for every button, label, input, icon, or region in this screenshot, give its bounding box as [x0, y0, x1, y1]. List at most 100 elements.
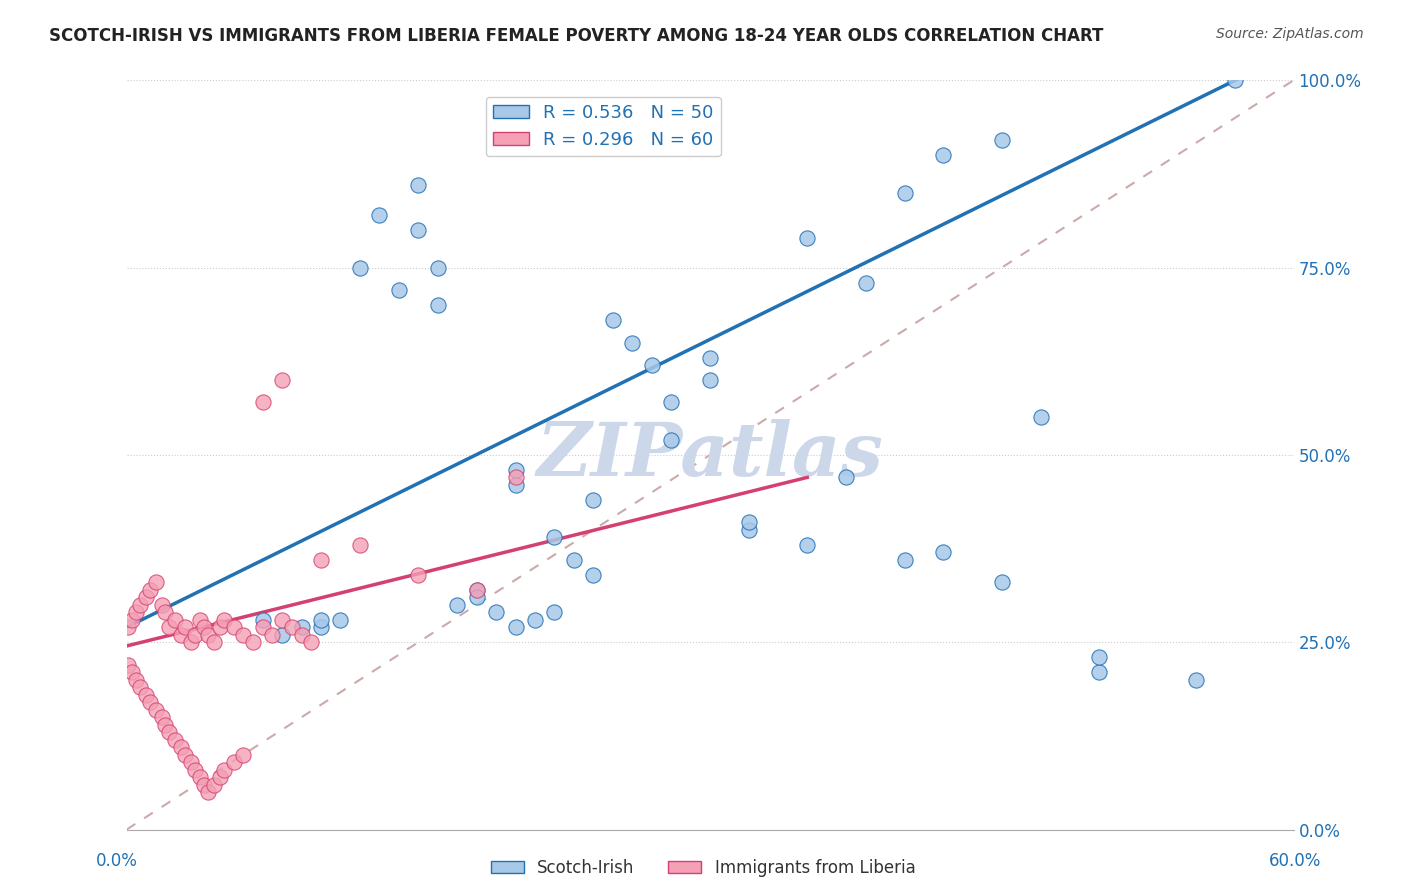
Point: [180, 635, 202, 649]
Point: [193, 778, 215, 792]
Legend: Scotch-Irish, Immigrants from Liberia: Scotch-Irish, Immigrants from Liberia: [484, 853, 922, 884]
Point: [135, 688, 157, 702]
Point: [855, 276, 877, 290]
Point: [1088, 650, 1111, 665]
Point: [212, 613, 235, 627]
Point: [125, 673, 148, 687]
Point: [1088, 665, 1111, 680]
Point: [796, 538, 818, 552]
Point: [485, 605, 508, 619]
Point: [1029, 410, 1052, 425]
Point: [602, 313, 624, 327]
Point: [208, 620, 231, 634]
Point: [349, 260, 371, 275]
Point: [290, 628, 312, 642]
Point: [299, 635, 322, 649]
Point: [465, 591, 488, 605]
Point: [197, 628, 219, 642]
Point: [252, 620, 274, 634]
Point: [232, 628, 254, 642]
Point: [190, 613, 212, 627]
Point: [242, 635, 264, 649]
Point: [174, 747, 197, 762]
Point: [408, 178, 430, 193]
Point: [990, 133, 1012, 147]
Point: [157, 620, 180, 634]
Point: [165, 732, 187, 747]
Point: [738, 523, 761, 537]
Point: [309, 620, 332, 634]
Point: [212, 763, 235, 777]
Point: [155, 717, 177, 731]
Point: [796, 230, 818, 244]
Point: [183, 763, 205, 777]
Point: [139, 695, 162, 709]
Point: [465, 582, 488, 597]
Point: [170, 740, 193, 755]
Point: [582, 567, 605, 582]
Point: [208, 770, 231, 784]
Point: [641, 358, 664, 372]
Point: [990, 575, 1012, 590]
Text: SCOTCH-IRISH VS IMMIGRANTS FROM LIBERIA FEMALE POVERTY AMONG 18-24 YEAR OLDS COR: SCOTCH-IRISH VS IMMIGRANTS FROM LIBERIA …: [49, 27, 1104, 45]
Point: [932, 545, 955, 559]
Point: [129, 598, 152, 612]
Point: [1185, 673, 1208, 687]
Point: [309, 553, 332, 567]
Point: [465, 582, 488, 597]
Point: [252, 395, 274, 409]
Point: [117, 657, 139, 672]
Point: [129, 680, 152, 694]
Point: [145, 575, 167, 590]
Point: [329, 613, 352, 627]
Point: [659, 433, 682, 447]
Point: [222, 755, 245, 769]
Point: [281, 620, 304, 634]
Point: [262, 628, 284, 642]
Point: [505, 620, 527, 634]
Point: [150, 710, 173, 724]
Point: [408, 567, 430, 582]
Point: [446, 598, 468, 612]
Point: [699, 373, 721, 387]
Point: [271, 373, 294, 387]
Point: [155, 605, 177, 619]
Point: [835, 470, 858, 484]
Point: [699, 351, 721, 365]
Point: [202, 635, 225, 649]
Point: [139, 582, 162, 597]
Point: [543, 605, 565, 619]
Point: [582, 492, 605, 507]
Point: [193, 620, 215, 634]
Point: [197, 785, 219, 799]
Point: [426, 260, 449, 275]
Point: [893, 186, 915, 200]
Point: [190, 770, 212, 784]
Point: [135, 591, 157, 605]
Point: [202, 778, 225, 792]
Point: [893, 553, 915, 567]
Text: ZIPatlas: ZIPatlas: [537, 418, 883, 491]
Point: [505, 478, 527, 492]
Point: [349, 538, 371, 552]
Point: [1223, 73, 1246, 87]
Point: [562, 553, 585, 567]
Text: 0.0%: 0.0%: [96, 852, 138, 870]
Point: [523, 613, 546, 627]
Point: [232, 747, 254, 762]
Point: [408, 223, 430, 237]
Point: [165, 613, 187, 627]
Point: [309, 613, 332, 627]
Point: [368, 208, 391, 222]
Point: [157, 725, 180, 739]
Legend: R = 0.536   N = 50, R = 0.296   N = 60: R = 0.536 N = 50, R = 0.296 N = 60: [485, 97, 721, 156]
Point: [174, 620, 197, 634]
Point: [388, 283, 411, 297]
Point: [271, 613, 294, 627]
Point: [738, 516, 761, 530]
Point: [145, 703, 167, 717]
Point: [121, 613, 143, 627]
Point: [252, 613, 274, 627]
Point: [426, 298, 449, 312]
Point: [932, 148, 955, 162]
